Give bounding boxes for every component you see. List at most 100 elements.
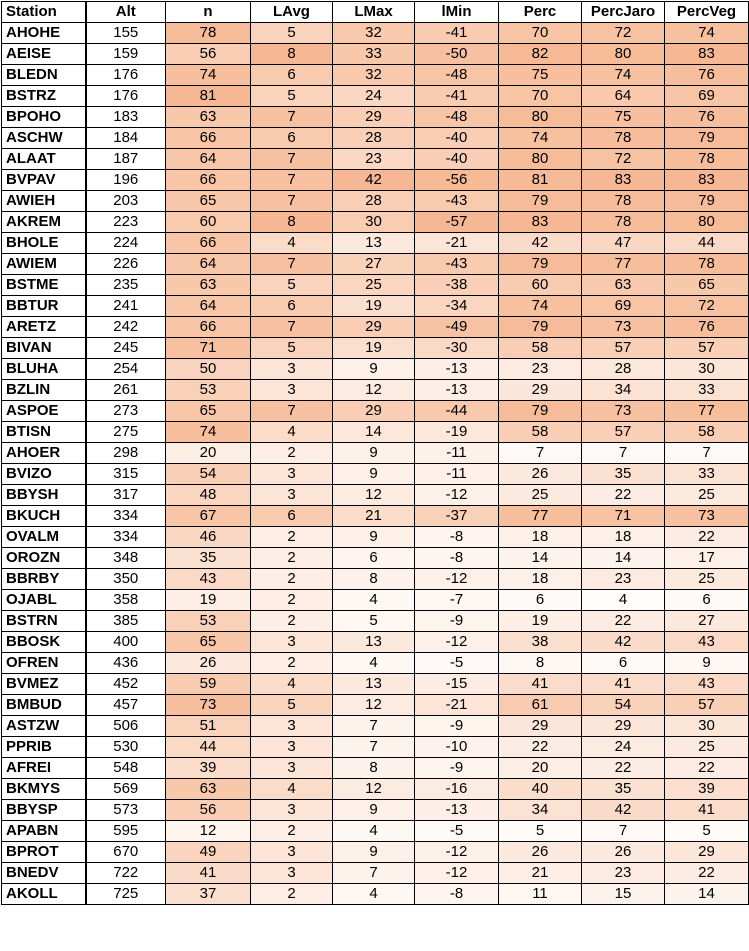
cell-percjaro: 28 bbox=[581, 358, 665, 380]
cell-alt: 722 bbox=[85, 862, 166, 884]
cell-alt: 400 bbox=[85, 631, 166, 653]
cell-percjaro: 64 bbox=[581, 85, 665, 107]
table-row: AWIEM 226 64 7 27 -43 79 77 78 bbox=[1, 253, 749, 275]
cell-lavg: 5 bbox=[250, 85, 333, 107]
cell-alt: 506 bbox=[85, 715, 166, 737]
cell-lmax: 19 bbox=[332, 337, 415, 359]
cell-n: 65 bbox=[165, 400, 251, 422]
cell-percveg: 76 bbox=[664, 316, 749, 338]
cell-alt: 334 bbox=[85, 526, 166, 548]
cell-n: 59 bbox=[165, 673, 251, 695]
cell-n: 49 bbox=[165, 841, 251, 863]
cell-perc: 34 bbox=[498, 799, 582, 821]
cell-percjaro: 6 bbox=[581, 652, 665, 674]
cell-perc: 80 bbox=[498, 106, 582, 128]
cell-station: APABN bbox=[1, 820, 87, 842]
cell-percjaro: 42 bbox=[581, 799, 665, 821]
cell-lavg: 8 bbox=[250, 211, 333, 233]
table-row: OROZN 348 35 2 6 -8 14 14 17 bbox=[1, 547, 749, 569]
cell-lmax: 23 bbox=[332, 148, 415, 170]
cell-lmin: -40 bbox=[414, 127, 499, 149]
cell-n: 56 bbox=[165, 43, 251, 65]
cell-lmin: -21 bbox=[414, 694, 499, 716]
cell-station: BBYSP bbox=[1, 799, 87, 821]
table-row: BZLIN 261 53 3 12 -13 29 34 33 bbox=[1, 379, 749, 401]
cell-perc: 42 bbox=[498, 232, 582, 254]
cell-n: 26 bbox=[165, 652, 251, 674]
cell-n: 41 bbox=[165, 862, 251, 884]
table-row: BBYSP 573 56 3 9 -13 34 42 41 bbox=[1, 799, 749, 821]
cell-perc: 82 bbox=[498, 43, 582, 65]
cell-lavg: 3 bbox=[250, 631, 333, 653]
cell-lmin: -34 bbox=[414, 295, 499, 317]
table-row: APABN 595 12 2 4 -5 5 7 5 bbox=[1, 820, 749, 842]
cell-alt: 358 bbox=[85, 589, 166, 611]
cell-perc: 5 bbox=[498, 820, 582, 842]
cell-percjaro: 26 bbox=[581, 841, 665, 863]
cell-n: 63 bbox=[165, 778, 251, 800]
cell-lavg: 3 bbox=[250, 484, 333, 506]
cell-perc: 6 bbox=[498, 589, 582, 611]
cell-percjaro: 80 bbox=[581, 43, 665, 65]
cell-station: BTISN bbox=[1, 421, 87, 443]
cell-percveg: 17 bbox=[664, 547, 749, 569]
cell-alt: 298 bbox=[85, 442, 166, 464]
cell-lmax: 24 bbox=[332, 85, 415, 107]
cell-percveg: 77 bbox=[664, 400, 749, 422]
cell-alt: 573 bbox=[85, 799, 166, 821]
cell-lmin: -5 bbox=[414, 820, 499, 842]
cell-station: BLUHA bbox=[1, 358, 87, 380]
cell-perc: 25 bbox=[498, 484, 582, 506]
cell-lmax: 9 bbox=[332, 799, 415, 821]
cell-n: 66 bbox=[165, 169, 251, 191]
cell-lmin: -9 bbox=[414, 757, 499, 779]
cell-station: BKMYS bbox=[1, 778, 87, 800]
cell-station: AEISE bbox=[1, 43, 87, 65]
cell-lmax: 29 bbox=[332, 316, 415, 338]
cell-percveg: 9 bbox=[664, 652, 749, 674]
cell-station: BZLIN bbox=[1, 379, 87, 401]
cell-station: AKREM bbox=[1, 211, 87, 233]
cell-lmin: -16 bbox=[414, 778, 499, 800]
cell-alt: 176 bbox=[85, 64, 166, 86]
cell-alt: 350 bbox=[85, 568, 166, 590]
cell-alt: 548 bbox=[85, 757, 166, 779]
cell-lmax: 21 bbox=[332, 505, 415, 527]
cell-percjaro: 75 bbox=[581, 106, 665, 128]
cell-percjaro: 35 bbox=[581, 463, 665, 485]
cell-percveg: 83 bbox=[664, 169, 749, 191]
cell-lmin: -12 bbox=[414, 484, 499, 506]
table-row: OFREN 436 26 2 4 -5 8 6 9 bbox=[1, 652, 749, 674]
cell-perc: 60 bbox=[498, 274, 582, 296]
cell-station: BBOSK bbox=[1, 631, 87, 653]
cell-perc: 70 bbox=[498, 85, 582, 107]
cell-percjaro: 34 bbox=[581, 379, 665, 401]
cell-lmin: -44 bbox=[414, 400, 499, 422]
cell-station: BBTUR bbox=[1, 295, 87, 317]
column-header-lmax: LMax bbox=[332, 1, 415, 23]
cell-station: AKOLL bbox=[1, 883, 87, 905]
cell-lavg: 3 bbox=[250, 736, 333, 758]
cell-alt: 223 bbox=[85, 211, 166, 233]
cell-n: 66 bbox=[165, 232, 251, 254]
table-row: BIVAN 245 71 5 19 -30 58 57 57 bbox=[1, 337, 749, 359]
cell-lmax: 19 bbox=[332, 295, 415, 317]
cell-n: 64 bbox=[165, 295, 251, 317]
cell-perc: 21 bbox=[498, 862, 582, 884]
cell-lavg: 7 bbox=[250, 169, 333, 191]
cell-lavg: 2 bbox=[250, 526, 333, 548]
cell-lmax: 7 bbox=[332, 862, 415, 884]
cell-percjaro: 77 bbox=[581, 253, 665, 275]
cell-station: ASCHW bbox=[1, 127, 87, 149]
cell-percjaro: 4 bbox=[581, 589, 665, 611]
cell-lavg: 3 bbox=[250, 799, 333, 821]
table-row: BVPAV 196 66 7 42 -56 81 83 83 bbox=[1, 169, 749, 191]
table-row: AHOER 298 20 2 9 -11 7 7 7 bbox=[1, 442, 749, 464]
cell-n: 44 bbox=[165, 736, 251, 758]
table-row: ASCHW 184 66 6 28 -40 74 78 79 bbox=[1, 127, 749, 149]
cell-perc: 18 bbox=[498, 568, 582, 590]
cell-station: BBRBY bbox=[1, 568, 87, 590]
table-row: BNEDV 722 41 3 7 -12 21 23 22 bbox=[1, 862, 749, 884]
cell-station: BSTME bbox=[1, 274, 87, 296]
cell-lmin: -8 bbox=[414, 526, 499, 548]
